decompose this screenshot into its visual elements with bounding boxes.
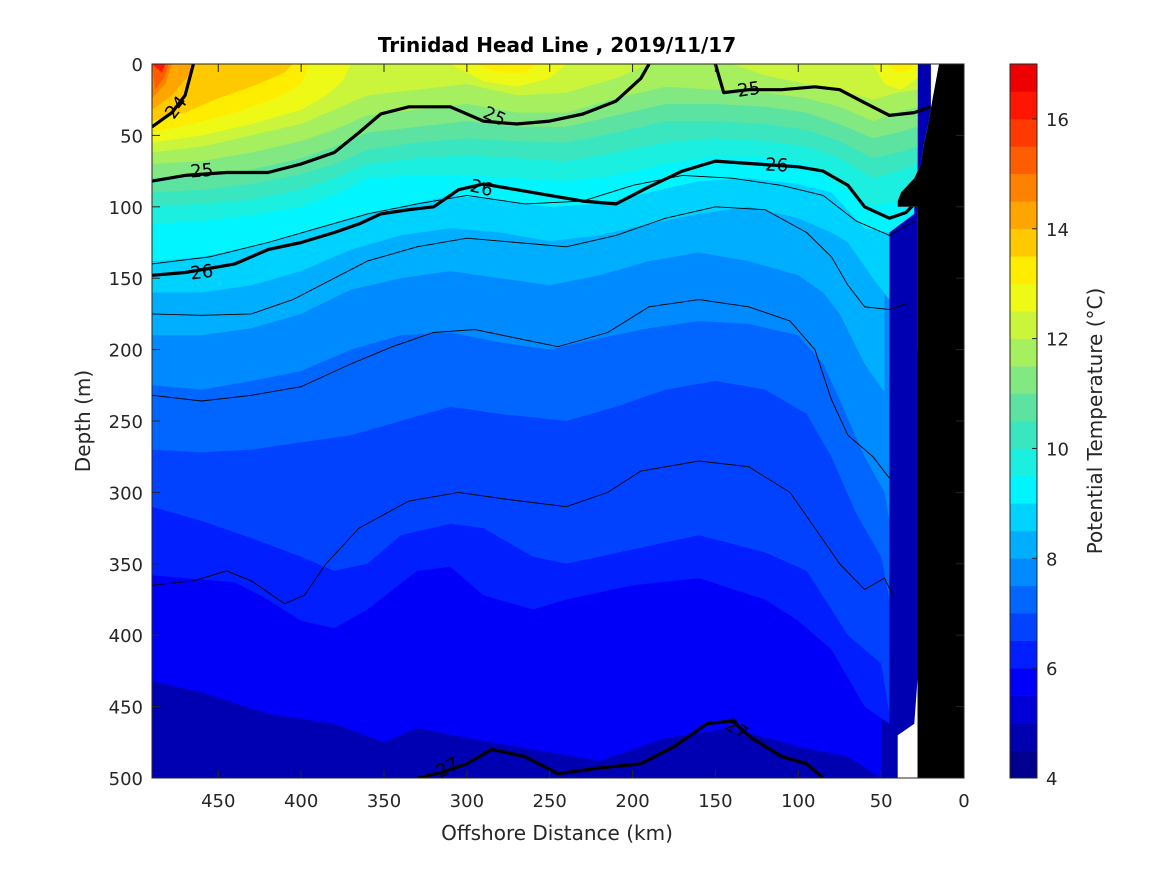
colorbar-segment xyxy=(1010,311,1037,339)
contour-label-6: 26 xyxy=(765,154,789,176)
y-tick-label: 400 xyxy=(109,626,143,647)
thin-contour-3 xyxy=(152,460,894,605)
y-tick-label: 250 xyxy=(109,412,143,433)
colorbar-tick-label: 10 xyxy=(1046,439,1069,460)
colorbar-tick-label: 14 xyxy=(1046,220,1069,241)
isotherm-fill-16 xyxy=(152,64,567,87)
sigma-26-contour-3 xyxy=(152,159,924,277)
contour-label-1: 25 xyxy=(190,160,215,183)
colorbar-segment xyxy=(1010,118,1037,147)
colorbar-segment xyxy=(1010,228,1037,257)
x-tick-label: 350 xyxy=(367,791,401,812)
y-tick-label: 100 xyxy=(109,198,143,219)
colorbar-tick-label: 12 xyxy=(1046,330,1069,351)
colorbar-segment xyxy=(1010,475,1037,504)
x-tick-label: 200 xyxy=(615,791,649,812)
bathymetry-mask xyxy=(897,64,964,778)
colorbar-segment xyxy=(1010,750,1037,779)
colorbar-tick-label: 8 xyxy=(1046,549,1057,570)
colorbar: 4 6 8 10 12 14 16 xyxy=(1009,63,1069,790)
thin-contour-2 xyxy=(152,299,890,479)
colorbar-segment xyxy=(1010,366,1037,394)
y-axis-title: Depth (m) xyxy=(71,370,95,472)
colorbar-segment xyxy=(1010,695,1037,724)
contour-label-text: 25 xyxy=(190,160,215,183)
thin-contour-1 xyxy=(152,206,907,316)
x-tick-label: 300 xyxy=(450,791,484,812)
y-tick-label: 300 xyxy=(109,483,143,504)
thick-density-contours xyxy=(152,64,932,778)
x-axis-title: Offshore Distance (km) xyxy=(441,821,673,845)
x-tick-label: 100 xyxy=(781,791,815,812)
y-axis: 0 50 100 150 200 250 300 350 400 450 500 xyxy=(109,55,964,790)
sigma-25-contour-1 xyxy=(152,64,651,183)
colorbar-segment xyxy=(1010,201,1037,230)
colorbar-segment xyxy=(1010,146,1037,175)
colorbar-segment xyxy=(1010,64,1037,92)
colorbar-label: Potential Temperature (°C) xyxy=(1083,288,1107,555)
sigma-24-contour-0 xyxy=(152,64,195,129)
y-tick-label: 200 xyxy=(109,341,143,362)
colorbar-segment xyxy=(1010,421,1037,449)
isotherm-fill-24 xyxy=(152,64,169,90)
y-tick-label: 0 xyxy=(132,55,143,76)
colorbar-segment xyxy=(1010,640,1037,669)
colorbar-segment xyxy=(1010,723,1037,751)
colorbar-segment xyxy=(1010,503,1037,532)
colorbar-segment xyxy=(1010,558,1037,587)
isotherm-fill-14 xyxy=(152,64,918,100)
colorbar-segment xyxy=(1010,393,1037,422)
contour-label-text: 26 xyxy=(765,154,789,176)
temperature-fills xyxy=(152,64,918,778)
colorbar-segment xyxy=(1010,613,1037,641)
y-tick-label: 150 xyxy=(109,269,143,290)
y-tick-label: 350 xyxy=(109,555,143,576)
contour-label-text: 25 xyxy=(736,78,762,102)
chart-title: Trinidad Head Line , 2019/11/17 xyxy=(378,33,736,57)
contour-label-4: 26 xyxy=(189,261,214,285)
x-tick-label: 250 xyxy=(533,791,567,812)
x-tick-label: 0 xyxy=(958,791,969,812)
x-tick-label: 50 xyxy=(870,791,893,812)
colorbar-frame xyxy=(1009,63,1038,779)
contour-label-3: 25 xyxy=(736,78,762,102)
isotherm-fill-25 xyxy=(152,64,166,73)
x-tick-label: 400 xyxy=(284,791,318,812)
masks xyxy=(897,64,964,778)
y-tick-label: 500 xyxy=(109,769,143,790)
x-tick-label: 150 xyxy=(698,791,732,812)
isotherm-fill-19 xyxy=(152,64,537,73)
colorbar-segment xyxy=(1010,173,1037,202)
colorbar-segment xyxy=(1010,448,1037,477)
y-tick-label: 50 xyxy=(120,126,143,147)
colorbar-segment xyxy=(1010,338,1037,367)
sigma-25-contour-2 xyxy=(713,64,932,118)
colorbar-segment xyxy=(1010,668,1037,696)
x-tick-label: 450 xyxy=(201,791,235,812)
isotherm-fill-21 xyxy=(152,64,293,122)
colorbar-segment xyxy=(1010,530,1037,559)
colorbar-segment xyxy=(1010,256,1037,284)
colorbar-tick-label: 6 xyxy=(1046,659,1057,680)
colorbar-tick-label: 4 xyxy=(1046,769,1057,790)
sigma-27-contour-4 xyxy=(416,719,825,778)
x-axis: 450 400 350 300 250 200 150 100 50 0 xyxy=(201,64,970,812)
colorbar-segment xyxy=(1010,283,1037,312)
colorbar-segment xyxy=(1010,585,1037,614)
colorbar-segment xyxy=(1010,91,1037,120)
y-tick-label: 450 xyxy=(109,698,143,719)
contour-label-text: 26 xyxy=(189,261,214,285)
colorbar-tick-label: 16 xyxy=(1046,110,1069,131)
